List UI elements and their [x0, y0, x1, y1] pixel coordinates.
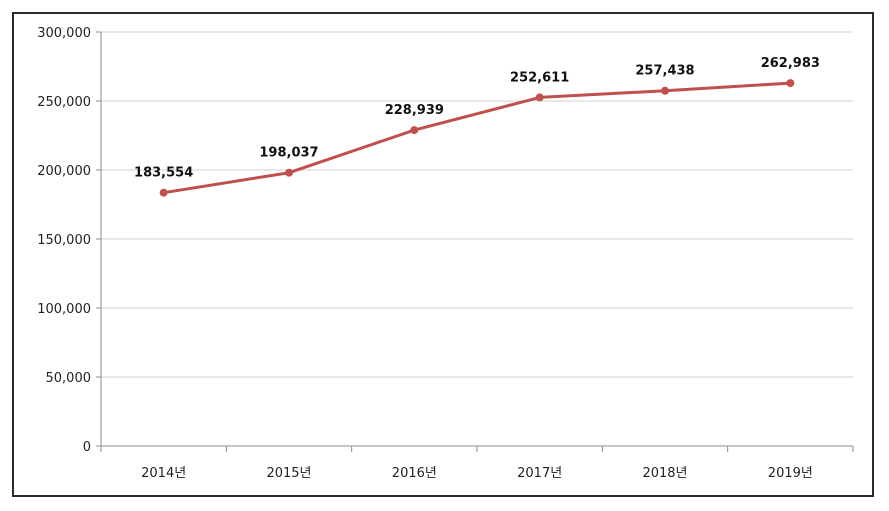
data-label: 262,983: [761, 56, 820, 71]
data-point: [786, 79, 795, 88]
data-point: [535, 93, 544, 102]
x-tick-label: 2015년: [266, 466, 311, 481]
x-tick-label: 2019년: [768, 466, 813, 481]
y-tick-label: 0: [83, 440, 91, 455]
data-label: 252,611: [510, 70, 569, 85]
x-tick-label: 2017년: [517, 466, 562, 481]
data-label: 183,554: [134, 166, 193, 181]
chart-frame: [12, 12, 874, 497]
x-tick-label: 2018년: [642, 466, 687, 481]
data-point: [285, 168, 293, 177]
data-point: [410, 126, 419, 135]
y-tick-label: 250,000: [37, 95, 91, 110]
x-tick-label: 2014년: [141, 466, 186, 481]
data-label: 257,438: [635, 64, 694, 79]
data-point: [661, 86, 669, 95]
data-point: [159, 188, 168, 197]
y-tick-label: 300,000: [37, 26, 91, 41]
x-tick-label: 2016년: [392, 466, 437, 481]
y-tick-label: 50,000: [46, 371, 92, 386]
series-line: [163, 81, 791, 195]
y-tick-label: 100,000: [37, 302, 91, 317]
data-label: 228,939: [385, 103, 444, 118]
y-tick-label: 200,000: [37, 164, 91, 179]
data-label: 198,037: [259, 146, 318, 161]
y-tick-label: 150,000: [37, 233, 91, 248]
